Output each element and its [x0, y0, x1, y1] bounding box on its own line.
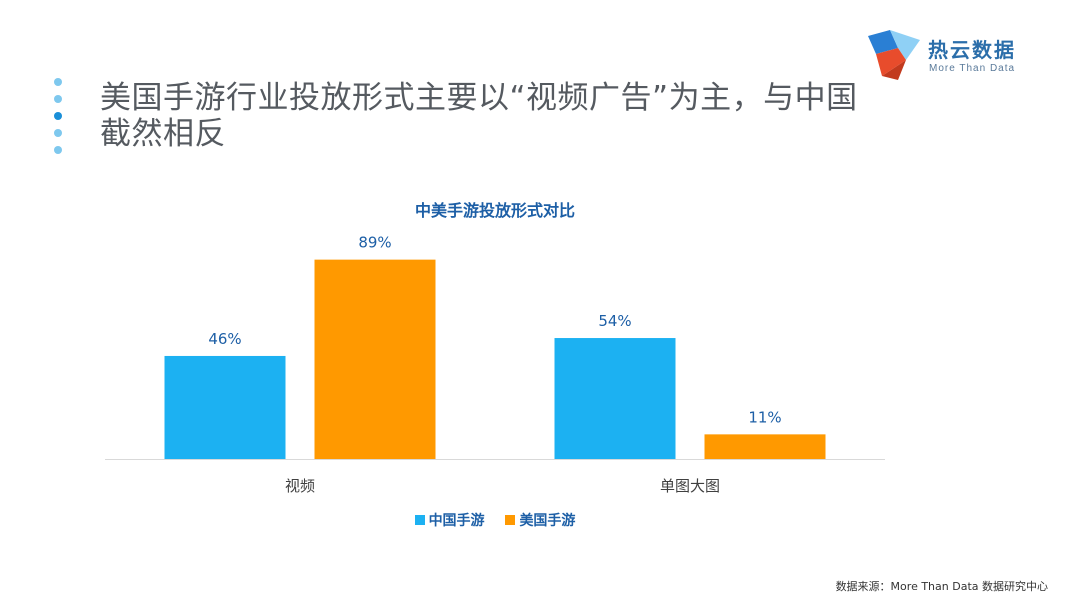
chart-title: 中美手游投放形式对比 [414, 201, 575, 220]
dot-5 [54, 146, 62, 154]
data-label-0-1: 89% [358, 234, 391, 252]
logo-tagline: More Than Data [929, 63, 1016, 74]
logo-name: 热云数据 [928, 38, 1016, 62]
dot-2 [54, 95, 62, 103]
legend-item-us: 美国手游 [505, 510, 575, 530]
decorative-dots [52, 78, 64, 163]
category-label-1: 单图大图 [660, 477, 720, 495]
chart-legend: 中国手游 美国手游 [0, 510, 990, 530]
logo: 热云数据 More Than Data [862, 26, 1032, 82]
legend-swatch-china [414, 515, 425, 525]
category-label-0: 视频 [285, 477, 315, 495]
bar-1-0 [554, 338, 676, 459]
legend-label-china: 中国手游 [428, 513, 485, 529]
bar-0-0 [164, 355, 286, 459]
dot-4 [54, 129, 62, 137]
dot-1 [54, 78, 62, 86]
data-label-0-0: 46% [208, 330, 241, 348]
page-title: 美国手游行业投放形式主要以“视频广告”为主，与中国截然相反 [100, 80, 858, 152]
source-note: 数据来源：More Than Data 数据研究中心 [835, 580, 1048, 593]
legend-item-china: 中国手游 [414, 510, 485, 530]
dot-3 [54, 112, 62, 120]
data-label-1-0: 54% [598, 312, 631, 330]
legend-swatch-us [505, 515, 516, 525]
bar-1-1 [704, 434, 826, 459]
logo-mark-icon [868, 30, 920, 80]
legend-label-us: 美国手游 [519, 513, 576, 529]
bar-0-1 [314, 259, 436, 459]
data-label-1-1: 11% [748, 408, 781, 426]
